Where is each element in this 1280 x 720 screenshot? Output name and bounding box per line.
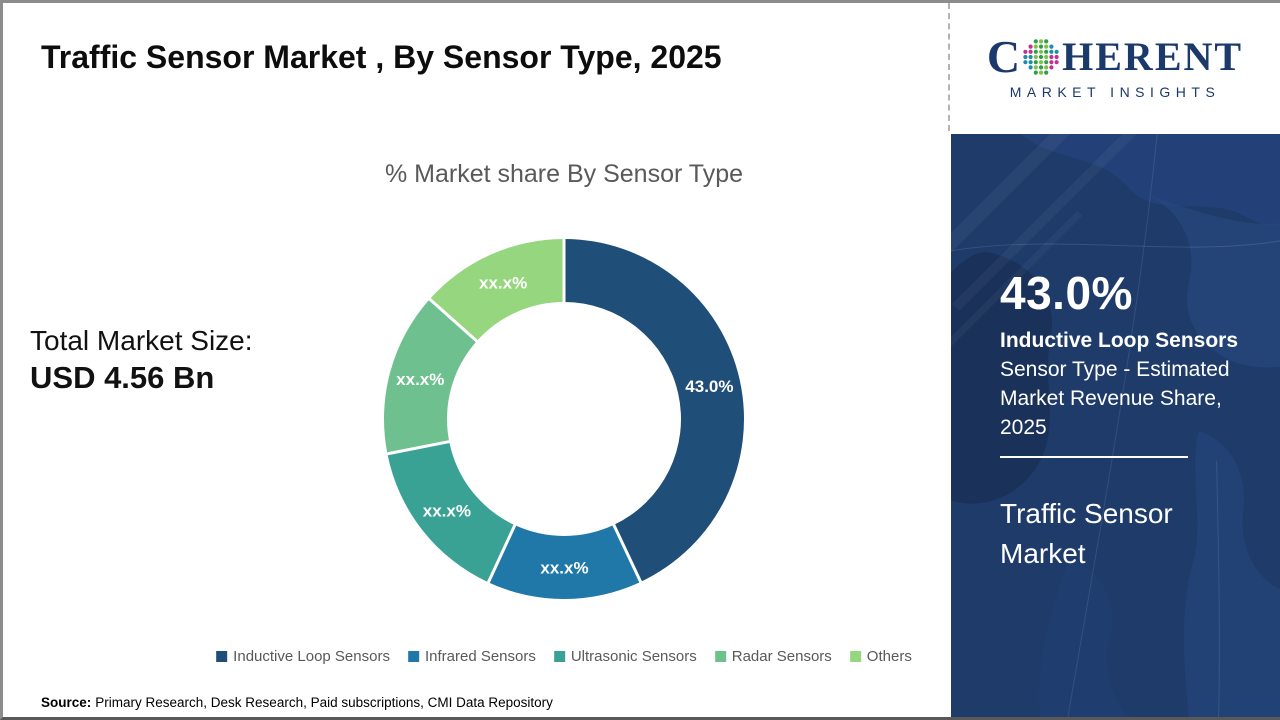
legend-item-2[interactable]: Ultrasonic Sensors xyxy=(553,648,697,665)
legend-swatch xyxy=(216,651,228,662)
donut-chart[interactable]: 43.0% xx.x% xx.x% xx.x% xx.x% xyxy=(374,229,754,609)
logo-globe-dot xyxy=(1039,39,1044,44)
legend-swatch xyxy=(407,651,419,662)
segment-divider xyxy=(612,523,643,584)
stat-segment-name: Inductive Loop Sensors xyxy=(1000,329,1239,352)
logo-globe-dot xyxy=(1033,44,1039,49)
segment-divider xyxy=(386,439,451,456)
donut-segment-2[interactable] xyxy=(387,441,515,583)
sidebar-divider xyxy=(1000,456,1188,458)
logo-globe-dot xyxy=(1033,60,1039,65)
logo-globe-dot xyxy=(1033,39,1039,44)
segment-divider xyxy=(486,523,517,584)
source-text: Primary Research, Desk Research, Paid su… xyxy=(95,695,553,710)
highlight-sidebar: 43.0% Inductive Loop Sensors Sensor Type… xyxy=(951,134,1280,717)
total-market-size-label: Total Market Size: xyxy=(30,325,253,356)
donut-segment-1[interactable] xyxy=(488,524,641,599)
total-market-size-value: USD 4.56 Bn xyxy=(30,360,215,395)
logo-globe-dot xyxy=(1033,65,1039,70)
logo-globe-dot xyxy=(1044,70,1049,75)
brand-letters-rest: HERENT xyxy=(1062,34,1244,79)
source-label: Source: xyxy=(41,695,92,710)
brand-logo: C HERENT MARKET INSIGHTS xyxy=(948,3,1280,131)
legend-label: Inductive Loop Sensors xyxy=(233,648,390,665)
source-line: Source: Primary Research, Desk Research, … xyxy=(41,695,553,710)
world-map-background xyxy=(951,134,1280,717)
donut-segment-label: xx.x% xyxy=(396,370,444,389)
legend-label: Others xyxy=(866,648,912,665)
logo-globe-dot xyxy=(1028,54,1033,60)
legend-label: Ultrasonic Sensors xyxy=(570,648,697,665)
logo-globe-dot xyxy=(1049,65,1054,70)
logo-globe-dot xyxy=(1044,44,1049,49)
legend-item-1[interactable]: Infrared Sensors xyxy=(407,648,536,665)
logo-globe-dot xyxy=(1039,54,1044,60)
donut-segment-3[interactable] xyxy=(384,299,477,454)
brand-tagline: MARKET INSIGHTS xyxy=(1009,84,1221,100)
logo-globe-dot xyxy=(1044,65,1049,70)
logo-globe-dot xyxy=(1023,49,1028,54)
legend-swatch xyxy=(714,651,726,662)
donut-segment-label: xx.x% xyxy=(540,558,588,577)
donut-segment-label: xx.x% xyxy=(479,274,527,293)
logo-globe-dot xyxy=(1028,65,1033,70)
page-title: Traffic Sensor Market , By Sensor Type, … xyxy=(41,39,722,75)
segment-divider xyxy=(427,297,479,343)
logo-globe-dot xyxy=(1039,65,1044,70)
donut-segment-4[interactable] xyxy=(429,239,564,342)
total-market-size-block: Total Market Size: USD 4.56 Bn xyxy=(30,323,253,397)
legend: Inductive Loop Sensors Infrared Sensors Ul… xyxy=(216,648,912,665)
legend-label: Infrared Sensors xyxy=(424,648,536,665)
logo-globe-dot xyxy=(1044,60,1049,65)
logo-globe-dot xyxy=(1044,49,1049,54)
donut-segment-0[interactable] xyxy=(564,239,744,582)
logo-globe-dot xyxy=(1028,44,1033,49)
chart-title: % Market share By Sensor Type xyxy=(384,160,744,188)
logo-globe-dot xyxy=(1023,54,1028,60)
logo-globe-dot xyxy=(1039,70,1044,75)
brand-letter-c: C xyxy=(986,31,1021,82)
logo-globe-dot xyxy=(1049,54,1054,60)
dotted-globe-icon xyxy=(1023,39,1059,75)
legend-item-0[interactable]: Inductive Loop Sensors xyxy=(216,648,390,665)
logo-globe-dot xyxy=(1028,60,1033,65)
logo-globe-dot xyxy=(1054,49,1059,54)
logo-globe-dot xyxy=(1049,49,1054,54)
logo-globe-dot xyxy=(1033,49,1039,54)
logo-globe-dot xyxy=(1049,60,1054,65)
logo-globe-dot xyxy=(1039,60,1044,65)
stat-description: Sensor Type - Estimated Market Revenue S… xyxy=(1000,358,1230,439)
logo-globe-dot xyxy=(1054,54,1059,60)
logo-globe-dot xyxy=(1028,49,1033,54)
legend-item-3[interactable]: Radar Sensors xyxy=(714,648,832,665)
market-name: Traffic Sensor Market xyxy=(1000,498,1173,569)
logo-globe-dot xyxy=(1033,70,1039,75)
logo-globe-dot xyxy=(1049,44,1054,49)
donut-segment-label: 43.0% xyxy=(685,377,733,396)
legend-label: Radar Sensors xyxy=(731,648,832,665)
logo-globe-dot xyxy=(1044,54,1049,60)
legend-swatch xyxy=(849,651,861,662)
logo-globe-dot xyxy=(1044,39,1049,44)
donut-segment-label: xx.x% xyxy=(423,502,471,521)
stat-value: 43.0% xyxy=(1000,267,1133,319)
logo-globe-dot xyxy=(1039,44,1044,49)
brand-wordmark: C HERENT xyxy=(987,34,1243,80)
legend-item-4[interactable]: Others xyxy=(849,648,912,665)
logo-globe-dot xyxy=(1033,54,1039,60)
legend-swatch xyxy=(553,651,565,662)
logo-globe-dot xyxy=(1039,49,1044,54)
logo-globe-dot xyxy=(1023,60,1028,65)
logo-globe-dot xyxy=(1054,60,1059,65)
